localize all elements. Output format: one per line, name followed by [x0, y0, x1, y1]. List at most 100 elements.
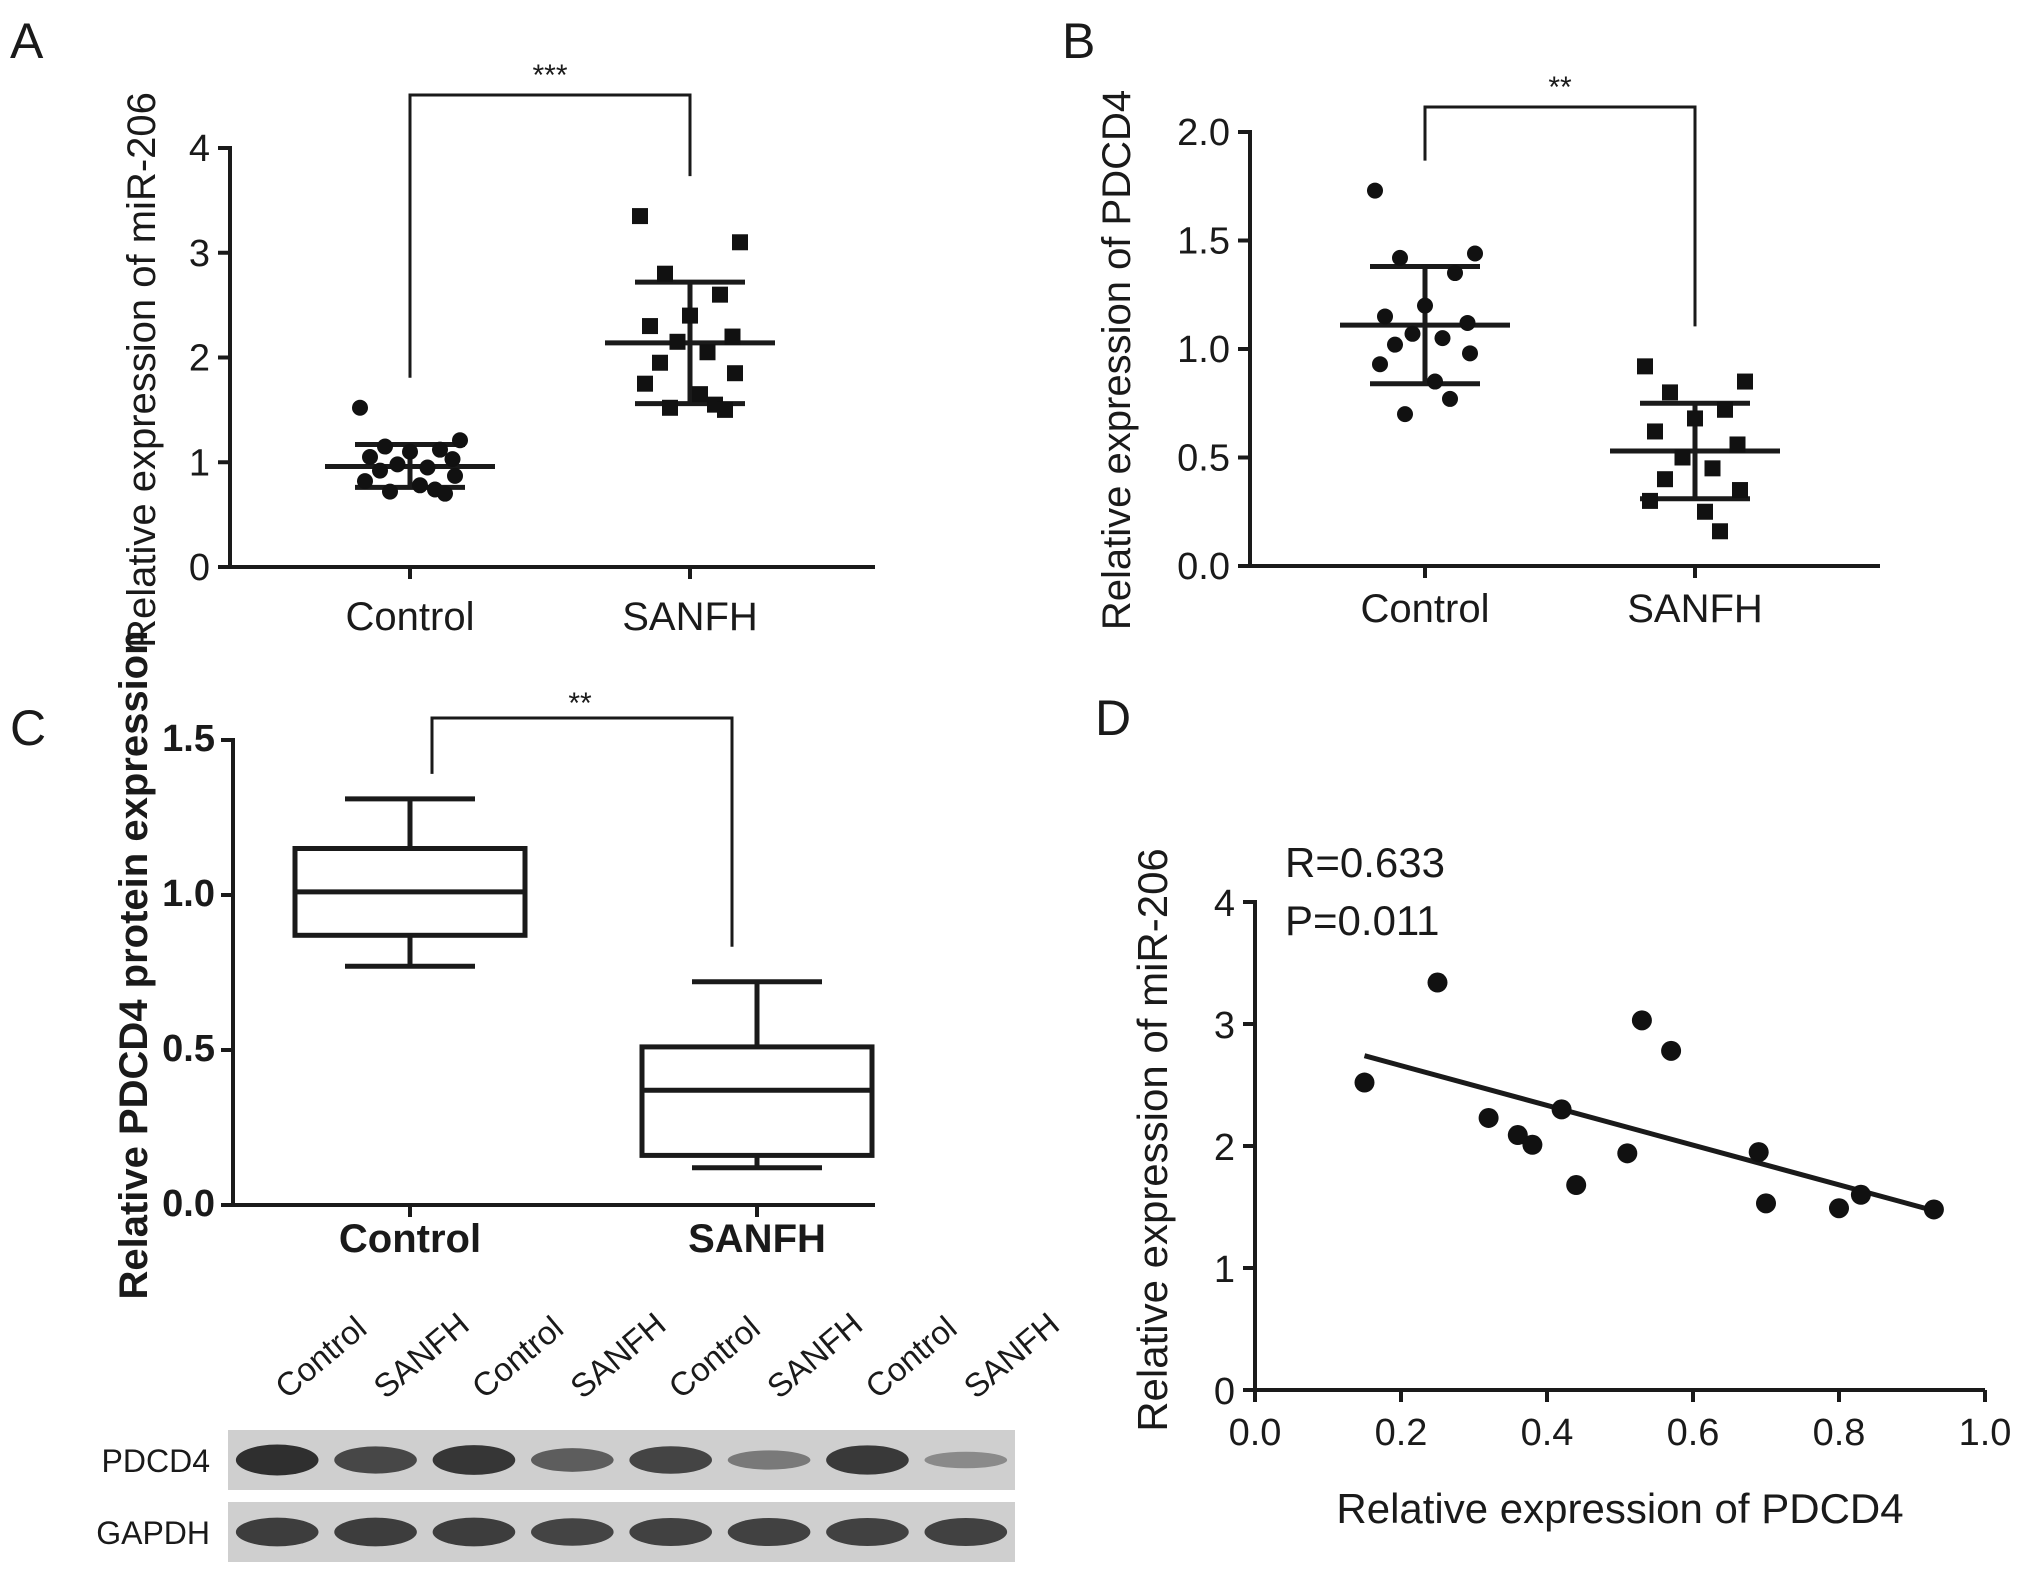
panel-c-chart: 0.0 0.5 1.0 1.5 Control SANFH **	[162, 687, 875, 1261]
blot-row-label: PDCD4	[102, 1443, 210, 1479]
panel-b-data-point	[1637, 358, 1653, 375]
blot-band	[826, 1517, 909, 1547]
panel-a-data-point	[637, 375, 653, 392]
panel-a-data-point	[452, 432, 468, 449]
panel-d-chart: 0 1 2 3 4 0.0 0.2 0.4 0.6 0.8 1.0	[1214, 883, 2012, 1454]
panel-b-y-axis-label: Relative expression of PDCD4	[1095, 90, 1139, 630]
panel-b-data-point	[1717, 401, 1733, 418]
panel-b-data-point	[1397, 406, 1413, 423]
panel-b-data-point	[1674, 449, 1691, 466]
panel-d-y-axis-label: Relative expression of miR-206	[1129, 848, 1176, 1432]
panel-b-data-point	[1662, 384, 1678, 401]
panel-b-significance-bracket	[1423, 105, 1697, 327]
blot-lane-label: Control	[858, 1309, 963, 1406]
panel-label-c: C	[10, 700, 46, 756]
panel-c-significance-bracket	[430, 716, 734, 947]
panel-d-data-point	[1748, 1142, 1769, 1163]
panel-a-y-tick-label: 4	[189, 128, 210, 170]
panel-c-x-tick-label: Control	[339, 1217, 481, 1261]
panel-b-y-tick-label: 0.0	[1177, 546, 1230, 588]
panel-d-regression-line	[1363, 1053, 1935, 1214]
panel-a-data-point	[682, 307, 698, 324]
panel-a-data-point	[732, 234, 748, 251]
panel-a-x-tick-label: Control	[346, 595, 475, 639]
panel-b-data-point	[1697, 503, 1713, 520]
panel-b-y-tick-label: 2.0	[1177, 112, 1230, 154]
blot-band	[924, 1517, 1008, 1547]
blot-band	[727, 1450, 811, 1470]
panel-d-data-point	[1478, 1107, 1499, 1128]
panel-a-chart: 0 1 2 3 4 Control SANFH ***	[189, 59, 875, 639]
panel-d-x-tick-label: 0.6	[1667, 1412, 1720, 1454]
panel-a-data-point	[437, 485, 453, 502]
panel-b-data-point	[1372, 356, 1388, 373]
panel-b-y-tick-label: 1.5	[1177, 221, 1230, 263]
blot-row-label: GAPDH	[96, 1515, 210, 1551]
blot-band	[334, 1446, 417, 1474]
panel-d-y-tick-label: 3	[1214, 1005, 1235, 1047]
panel-d-data-point	[1631, 1010, 1652, 1031]
panel-b-data-point	[1387, 336, 1403, 353]
blot-lane-label: Control	[661, 1309, 766, 1406]
blot-lane-label: Control	[268, 1309, 373, 1406]
blot-lane-label: SANFH	[760, 1305, 869, 1405]
panel-b-data-point	[1462, 345, 1478, 362]
panel-d-x-axis-label: Relative expression of PDCD4	[1336, 1485, 1903, 1532]
panel-b-x-tick-label: SANFH	[1627, 587, 1763, 631]
panel-d-data-point	[1566, 1175, 1587, 1196]
panel-c-x-tick-label: SANFH	[688, 1217, 826, 1261]
panel-c-y-axis-label: Relative PDCD4 protein expression	[112, 630, 156, 1299]
panel-a-data-point	[642, 318, 658, 335]
panel-d-data-point	[1551, 1099, 1572, 1120]
panel-d-data-point	[1354, 1072, 1375, 1093]
blot-band	[826, 1445, 909, 1475]
panel-d-x-tick-label: 0.8	[1813, 1412, 1866, 1454]
panel-a-data-point	[699, 344, 716, 361]
panel-a-x-tick-label: SANFH	[622, 595, 758, 639]
panel-a-data-point	[352, 399, 368, 416]
blot-band	[629, 1446, 713, 1474]
blot-lane-label: SANFH	[563, 1305, 672, 1405]
blot-lane-label: SANFH	[957, 1305, 1066, 1405]
panel-d-data-point	[1522, 1134, 1543, 1155]
panel-b-data-point	[1459, 314, 1476, 331]
panel-c-y-tick-label: 0.0	[162, 1183, 215, 1225]
panel-a-data-point	[712, 286, 728, 303]
blot-band	[530, 1518, 614, 1546]
panel-b-data-point	[1392, 249, 1408, 266]
panel-b-data-point	[1732, 482, 1748, 499]
panel-d-x-tick-label: 0.2	[1375, 1412, 1428, 1454]
panel-b-data-point	[1642, 492, 1658, 509]
panel-a-y-tick-label: 2	[189, 338, 210, 380]
panel-b-data-point	[1687, 410, 1703, 427]
panel-d-data-point	[1829, 1198, 1849, 1219]
panel-c-box	[639, 1044, 875, 1158]
panel-d-data-point	[1617, 1143, 1638, 1164]
panel-b-x-tick-label: Control	[1361, 587, 1490, 631]
panel-a-data-point	[447, 467, 463, 484]
panel-d-y-tick-label: 1	[1214, 1249, 1235, 1291]
western-blot: ControlSANFHControlSANFHControlSANFHCont…	[96, 1305, 1066, 1562]
panel-a-y-tick-label: 0	[189, 547, 210, 589]
panel-a-data-point	[652, 354, 668, 371]
panel-d-data-point	[1923, 1199, 1944, 1220]
panel-a-y-tick-label: 3	[189, 233, 210, 275]
panel-d-y-tick-label: 2	[1214, 1127, 1235, 1169]
panel-a-y-tick-label: 1	[189, 442, 210, 484]
panel-b-chart: 0.0 0.5 1.0 1.5 2.0 Control SANFH **	[1177, 71, 1880, 631]
blot-band	[235, 1517, 319, 1547]
panel-c-y-tick-label: 1.5	[162, 718, 215, 760]
panel-b-data-point	[1404, 325, 1421, 342]
panel-b-data-point	[1647, 423, 1663, 440]
panel-a-data-point	[419, 459, 436, 476]
panel-a-data-point	[724, 328, 741, 345]
panel-a-significance-bracket	[408, 93, 692, 378]
panel-a-data-point	[377, 438, 393, 455]
blot-band	[235, 1444, 319, 1476]
panel-d-x-tick-label: 0.4	[1521, 1412, 1574, 1454]
panel-b-data-point	[1447, 265, 1463, 282]
panel-b-data-point	[1729, 436, 1746, 453]
panel-c-y-tick-label: 1.0	[162, 873, 215, 915]
blot-lane-label: Control	[465, 1309, 570, 1406]
